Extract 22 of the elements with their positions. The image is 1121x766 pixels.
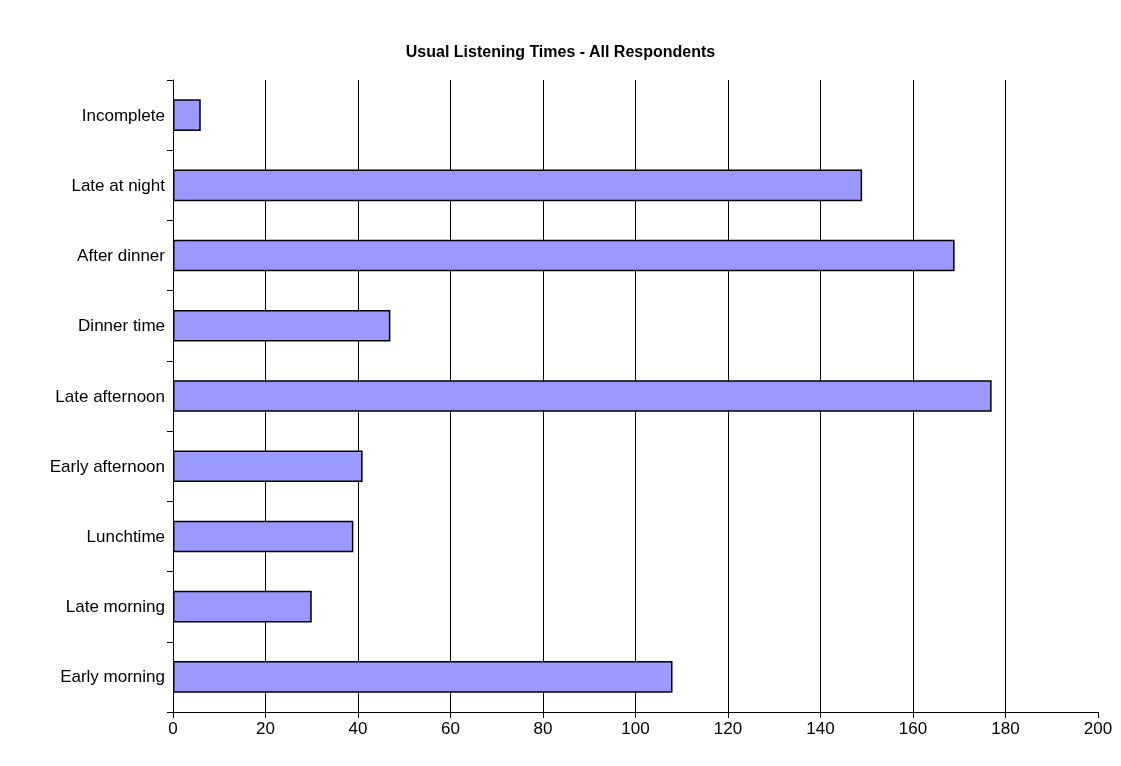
x-tick-label: 0 [168, 719, 178, 738]
x-tick-label: 100 [621, 719, 650, 738]
x-tick-label: 180 [991, 719, 1020, 738]
y-tick-label: Early morning [60, 667, 165, 687]
x-tick-label: 140 [806, 719, 835, 738]
x-tick-label: 40 [348, 719, 368, 738]
x-tick-label: 80 [533, 719, 553, 738]
y-tick-label: Lunchtime [86, 526, 165, 546]
x-tick-label: 20 [256, 719, 275, 738]
x-tick-label: 60 [441, 719, 460, 738]
x-tick-label: 160 [898, 719, 928, 738]
x-tick-label: 120 [713, 719, 743, 738]
y-tick-label: Late afternoon [55, 386, 165, 406]
y-tick-label: Late morning [65, 597, 165, 617]
y-tick-label: Late at night [71, 175, 166, 195]
bar [173, 99, 201, 131]
y-tick-label: Incomplete [81, 105, 165, 125]
y-tick-label: Dinner time [78, 316, 165, 336]
chart-title: Usual Listening Times - All Respondents [405, 42, 716, 60]
x-tick-label: 200 [1083, 719, 1113, 738]
y-tick-label: Early afternoon [49, 456, 165, 476]
y-tick-label: After dinner [77, 246, 166, 266]
